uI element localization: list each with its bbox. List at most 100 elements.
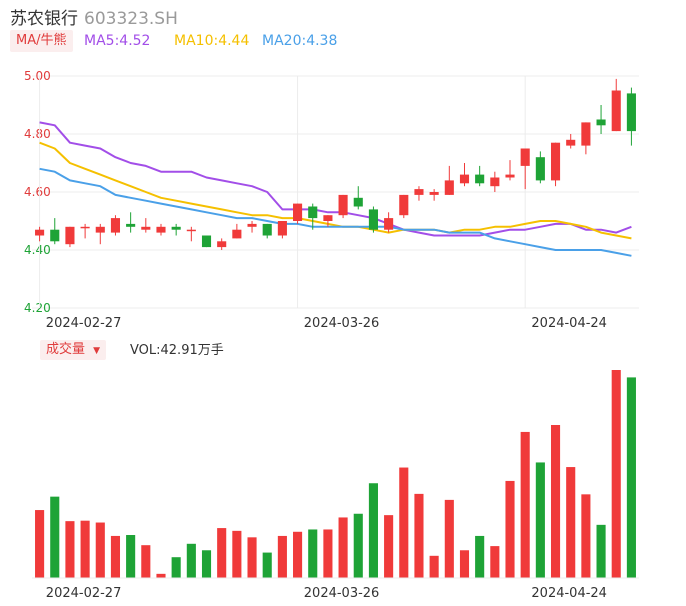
volume-date-tick-label: 2024-03-26 xyxy=(304,586,380,601)
volume-bar xyxy=(384,515,394,578)
candle-body xyxy=(626,93,636,132)
volume-bar xyxy=(65,521,75,578)
candle-body xyxy=(126,223,136,227)
volume-bar xyxy=(596,524,606,578)
candle-body xyxy=(141,226,151,230)
candle-body xyxy=(444,180,454,195)
candle-body xyxy=(156,226,166,233)
price-tick-label: 4.60 xyxy=(24,185,51,199)
volume-bar xyxy=(353,513,363,578)
volume-bar xyxy=(141,545,151,578)
header: 苏农银行 603323.SH xyxy=(10,4,178,29)
ma-indicator-toggle[interactable]: MA/牛熊 xyxy=(10,30,73,52)
volume-bar xyxy=(277,535,287,578)
volume-bar xyxy=(126,535,136,578)
candle-body xyxy=(262,223,272,236)
candle-body xyxy=(581,122,591,146)
candle-body xyxy=(171,226,181,230)
volume-bar xyxy=(475,535,485,578)
candle-body xyxy=(232,229,242,239)
candle-body xyxy=(475,174,485,184)
candle-body xyxy=(550,142,561,181)
volume-indicator-toggle[interactable]: 成交量 ▼ xyxy=(40,340,107,360)
candle-body xyxy=(535,157,545,181)
volume-bar xyxy=(95,522,105,578)
volume-toggle-label: 成交量 xyxy=(46,342,86,357)
candle-body xyxy=(566,139,576,146)
volume-bar xyxy=(323,529,333,578)
stock-name: 苏农银行 xyxy=(10,9,78,29)
candle-body xyxy=(459,174,470,184)
ma10-label: MA10:4.44 xyxy=(174,33,250,49)
candle-body xyxy=(80,226,90,229)
price-tick-label: 4.20 xyxy=(24,301,51,315)
volume-bar xyxy=(490,546,500,578)
volume-bar xyxy=(171,557,181,578)
candle-body xyxy=(399,194,409,216)
candle-body xyxy=(368,209,378,230)
volume-bar xyxy=(626,377,636,578)
candle-body xyxy=(110,218,121,233)
volume-bar xyxy=(368,483,378,578)
volume-bar xyxy=(520,431,530,578)
candle-body xyxy=(277,221,287,236)
volume-bar xyxy=(566,467,576,578)
candle-body xyxy=(217,241,227,248)
volume-bar xyxy=(35,510,45,578)
volume-bar xyxy=(444,499,454,578)
volume-bar xyxy=(293,531,303,578)
candle-body xyxy=(520,148,530,166)
volume-date-tick-label: 2024-04-24 xyxy=(531,586,607,601)
stock-code: 603323.SH xyxy=(84,9,178,29)
volume-date-tick-label: 2024-02-27 xyxy=(46,586,122,601)
ma20-line xyxy=(39,167,632,257)
candle-body xyxy=(338,194,348,216)
candle-body xyxy=(414,189,424,195)
candle-body xyxy=(323,215,333,221)
candle-body xyxy=(353,197,363,207)
volume-bar xyxy=(80,520,90,578)
volume-bar xyxy=(581,494,591,578)
candle-body xyxy=(95,226,105,233)
volume-bar xyxy=(110,535,121,578)
volume-bar xyxy=(232,530,242,578)
volume-bar xyxy=(262,552,272,578)
candle-body xyxy=(65,226,75,245)
volume-bar xyxy=(399,467,409,578)
ma10-line xyxy=(39,141,632,240)
candle-body xyxy=(429,192,439,195)
volume-bar xyxy=(611,370,621,578)
volume-bar xyxy=(535,462,545,578)
price-date-tick-label: 2024-03-26 xyxy=(304,316,380,331)
candle-body xyxy=(186,229,196,232)
volume-value-label: VOL:42.91万手 xyxy=(130,343,224,358)
ma20-label: MA20:4.38 xyxy=(262,33,338,49)
volume-bar xyxy=(550,425,561,578)
volume-bar xyxy=(50,496,60,578)
candle-body xyxy=(596,119,606,126)
candle-body xyxy=(611,90,621,132)
volume-bar xyxy=(156,573,166,578)
volume-bar xyxy=(459,550,470,578)
candle-body xyxy=(505,174,515,178)
price-date-tick-label: 2024-02-27 xyxy=(46,316,122,331)
volume-bar xyxy=(247,537,257,578)
ma5-label: MA5:4.52 xyxy=(84,33,151,49)
candle-body xyxy=(490,177,500,187)
volume-bar xyxy=(429,555,439,578)
candle-body xyxy=(35,229,45,236)
volume-bar xyxy=(201,550,212,578)
chevron-down-icon: ▼ xyxy=(93,346,101,356)
volume-bar xyxy=(186,543,196,578)
candle-body xyxy=(308,206,318,219)
volume-bar xyxy=(338,517,348,578)
price-tick-label: 4.80 xyxy=(24,127,51,141)
candle-body xyxy=(247,223,257,227)
volume-bar xyxy=(217,528,227,578)
price-date-tick-label: 2024-04-24 xyxy=(531,316,607,331)
ma5-line xyxy=(39,121,632,237)
price-tick-label: 4.40 xyxy=(24,243,51,257)
price-tick-label: 5.00 xyxy=(24,69,51,83)
candle-body xyxy=(293,203,303,221)
